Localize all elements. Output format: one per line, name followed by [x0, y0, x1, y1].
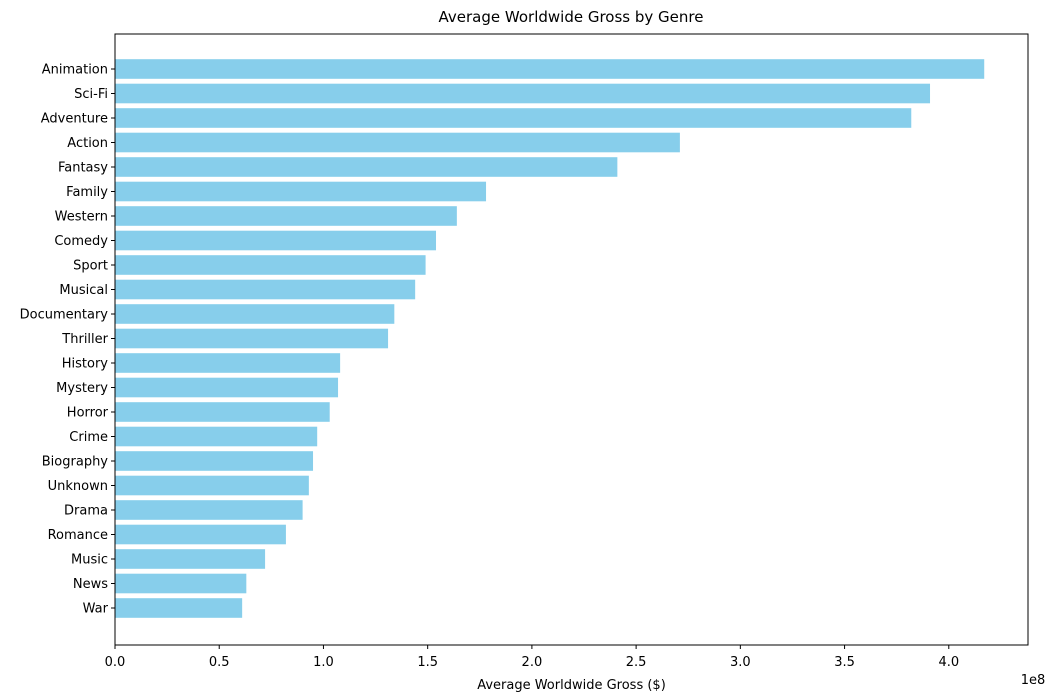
- y-tick-label: War: [83, 602, 109, 617]
- bar-news: [115, 573, 247, 594]
- y-tick-label: Sci-Fi: [74, 87, 108, 102]
- x-tick-label: 3.0: [730, 655, 751, 670]
- bar-biography: [115, 451, 314, 471]
- bar-family: [115, 181, 487, 202]
- y-tick-label: History: [62, 357, 109, 372]
- bar-mystery: [115, 377, 339, 398]
- y-tick-label: Action: [67, 136, 108, 151]
- x-tick-label: 2.0: [522, 655, 543, 670]
- y-tick-label: Western: [55, 210, 108, 225]
- bar-war: [115, 598, 243, 618]
- bar-unknown: [115, 475, 309, 496]
- y-tick-label: Unknown: [48, 479, 108, 494]
- bar-fantasy: [115, 157, 618, 177]
- bar-romance: [115, 524, 286, 545]
- y-tick-label: Thriller: [61, 332, 108, 347]
- y-tick-label: News: [73, 577, 108, 592]
- bars-group: [115, 59, 985, 618]
- x-tick-label: 4.0: [938, 655, 959, 670]
- bar-action: [115, 132, 680, 153]
- x-axis-offset-label: 1e8: [1021, 673, 1046, 688]
- bar-sport: [115, 255, 426, 275]
- bar-drama: [115, 500, 303, 520]
- x-tick-label: 0.5: [209, 655, 230, 670]
- y-tick-label: Crime: [69, 430, 108, 445]
- y-tick-label: Family: [66, 185, 108, 200]
- y-tick-label: Biography: [42, 455, 109, 470]
- plot-frame: [114, 33, 1029, 646]
- y-tick-label: Music: [71, 553, 108, 568]
- chart-title: Average Worldwide Gross by Genre: [439, 8, 704, 26]
- y-tick-label: Animation: [42, 63, 108, 78]
- bar-western: [115, 206, 457, 226]
- bar-comedy: [115, 230, 437, 251]
- y-tick-label: Horror: [67, 406, 109, 421]
- y-tick-label: Musical: [59, 283, 108, 298]
- y-tick-label: Mystery: [56, 381, 108, 396]
- x-axis-label: Average Worldwide Gross ($): [477, 678, 666, 693]
- bar-musical: [115, 279, 416, 300]
- y-tick-label: Romance: [48, 528, 108, 543]
- bar-documentary: [115, 304, 395, 324]
- x-tick-label: 0.0: [105, 655, 126, 670]
- x-tick-label: 2.5: [626, 655, 647, 670]
- y-tick-label: Adventure: [41, 112, 108, 127]
- bar-thriller: [115, 328, 389, 349]
- y-tick-label: Drama: [64, 504, 108, 519]
- x-tick-label: 1.0: [313, 655, 334, 670]
- bar-animation: [115, 59, 985, 79]
- bar-sci-fi: [115, 83, 931, 104]
- bar-crime: [115, 426, 318, 447]
- x-tick-label: 3.5: [834, 655, 855, 670]
- bar-horror: [115, 402, 330, 422]
- y-tick-label: Fantasy: [58, 161, 108, 176]
- bar-history: [115, 353, 341, 373]
- bar-adventure: [115, 108, 912, 128]
- x-tick-label: 1.5: [417, 655, 438, 670]
- y-tick-label: Comedy: [54, 234, 108, 249]
- y-axis-ticks: Animation Sci-Fi Adventure Action Fantasy Fam…: [20, 63, 115, 617]
- x-axis-ticks: 0.0 0.5 1.0 1.5 2.0 2.5 3.0 3.5 4.0: [105, 645, 959, 670]
- bar-music: [115, 549, 266, 569]
- y-tick-label: Documentary: [20, 308, 109, 323]
- y-tick-label: Sport: [73, 259, 108, 274]
